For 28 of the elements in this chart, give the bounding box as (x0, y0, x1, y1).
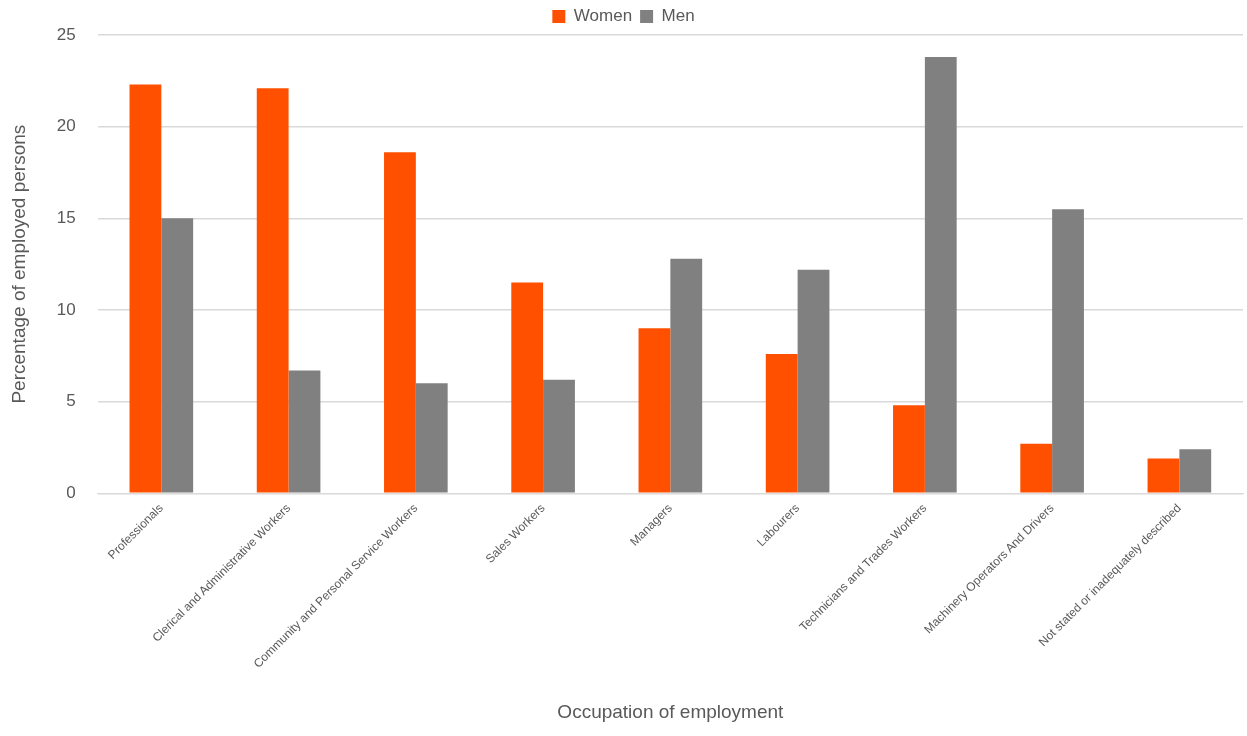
bar (1052, 209, 1084, 493)
bar (1147, 458, 1180, 493)
bar (161, 218, 194, 493)
y-tick-label: 0 (66, 483, 76, 502)
y-tick-label: 20 (56, 116, 76, 136)
y-axis-title: Percentage of employed persons (7, 124, 29, 404)
y-tick-label: 25 (56, 24, 76, 44)
bar (384, 152, 416, 493)
y-tick-label: 10 (56, 299, 76, 319)
bar (288, 370, 321, 493)
bar (797, 269, 830, 493)
bar (543, 379, 575, 493)
legend-label: Men (661, 6, 695, 26)
bar (670, 258, 703, 493)
bar (415, 383, 448, 493)
bar (638, 328, 671, 493)
y-tick-label: 15 (56, 208, 76, 228)
bar (765, 353, 798, 493)
bar (129, 84, 162, 493)
bar (511, 282, 544, 493)
bar (893, 405, 925, 493)
x-axis-title: Occupation of employment (557, 700, 785, 722)
legend-label: Women (573, 6, 633, 26)
bar (256, 88, 289, 493)
bar (1179, 449, 1212, 493)
y-tick-label: 5 (66, 391, 76, 411)
bar (924, 57, 957, 493)
bar (1020, 443, 1053, 493)
